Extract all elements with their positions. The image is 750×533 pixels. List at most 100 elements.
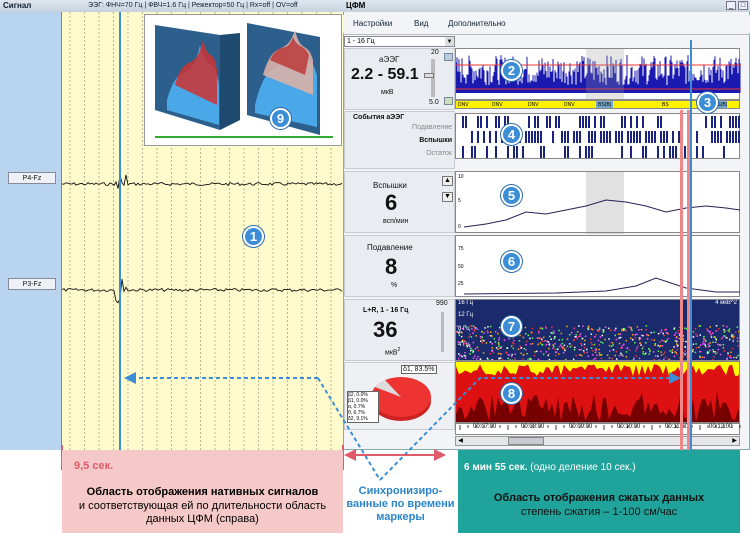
power-panel: L+R, 1 - 16 Гц 36 мкВ2 990 bbox=[344, 299, 455, 361]
scroll-thumb[interactable] bbox=[508, 437, 544, 445]
channel-p4-fz-button[interactable]: P4-Fz bbox=[8, 172, 56, 184]
events-row-bursts: Вспышки bbox=[419, 137, 452, 144]
suppression-panel: Подавление 8 % bbox=[344, 235, 455, 297]
compressed-area-caption: 6 мин 55 сек. (одно деление 10 сек.) Обл… bbox=[458, 450, 740, 533]
chevron-up-icon[interactable]: ▲ bbox=[442, 176, 453, 186]
bursts-panel: Вспышки 6 всп/мин ▲ ▼ bbox=[344, 171, 455, 233]
signal-filter-info: ЭЭГ: ФНЧ=70 Гц | ФВЧ=1.6 Гц | Режектор=5… bbox=[88, 2, 298, 9]
compressed-duration: 6 мин 55 сек. (одно деление 10 сек.) bbox=[464, 462, 636, 473]
badge-9: 9 bbox=[270, 108, 291, 129]
aeeg-label: аЭЭГ bbox=[379, 55, 400, 64]
freq-range-select[interactable]: 1 - 16 Гц ▼ bbox=[344, 36, 455, 47]
menu-divider bbox=[343, 34, 750, 35]
spectrum-label: 8 Гц bbox=[458, 326, 470, 332]
power-scale-slider[interactable] bbox=[441, 312, 444, 352]
power-value: 36 bbox=[373, 317, 398, 342]
aeeg-panel-menu-icon[interactable] bbox=[444, 53, 453, 61]
events-title: События аЭЭГ bbox=[353, 114, 405, 121]
band-pie-chart bbox=[371, 377, 431, 421]
aeeg-zoom-icon[interactable] bbox=[444, 97, 453, 105]
channel-p3-fz-button[interactable]: P3-Fz bbox=[8, 278, 56, 290]
bursts-label: Вспышки bbox=[373, 181, 407, 190]
cfm-titlebar: ЦФМ _ □ bbox=[343, 0, 750, 12]
time-marker-red-right bbox=[687, 110, 690, 465]
time-axis bbox=[455, 423, 741, 435]
native-area-caption: 9,5 сек. Область отображения нативных си… bbox=[62, 450, 343, 533]
native-caption-text: и соответствующая ей по длительности обл… bbox=[78, 500, 327, 525]
chevron-down-icon: ▼ bbox=[445, 37, 454, 46]
signal-title: Сигнал bbox=[3, 1, 32, 10]
cfm-menubar: Настройки Вид Дополнительно bbox=[343, 15, 750, 33]
pie-label-alpha: α, 0.7% bbox=[348, 404, 366, 410]
signal-titlebar: Сигнал ЭЭГ: ФНЧ=70 Гц | ФВЧ=1.6 Гц | Реж… bbox=[0, 0, 343, 12]
power-label: L+R, 1 - 16 Гц bbox=[363, 307, 409, 314]
time-marker-cfm[interactable] bbox=[690, 40, 692, 465]
aeeg-classification-strip: DNV DNV DNV DNV BS(B) BS BS(B) bbox=[455, 100, 740, 109]
aeeg-scale-top: 20 bbox=[431, 49, 439, 56]
channel-label-column: P4-Fz P3-Fz bbox=[0, 12, 62, 450]
strip-label: DNV bbox=[528, 102, 539, 108]
badge-7: 7 bbox=[501, 316, 522, 337]
time-tick-label: 00:09:00 bbox=[569, 424, 593, 430]
time-tick-label: 00:11:00 bbox=[665, 424, 688, 430]
strip-label: BS bbox=[662, 102, 669, 108]
3d-spectrum-inset bbox=[144, 14, 342, 146]
spectrum-label: 16 Гц bbox=[458, 300, 474, 306]
maximize-button[interactable]: □ bbox=[738, 1, 748, 10]
suppression-unit: % bbox=[391, 282, 398, 289]
badge-3: 3 bbox=[697, 92, 718, 113]
strip-label: DNV bbox=[458, 102, 469, 108]
pie-label-theta: θ, 6.7% bbox=[348, 410, 365, 416]
strip-label: DNV bbox=[492, 102, 503, 108]
aeeg-scale-slider[interactable] bbox=[431, 59, 435, 97]
aeeg-events-panel: События аЭЭГ Подавление Вспышки Остаток bbox=[344, 111, 455, 169]
pie-label-beta1: β1, 0.0% bbox=[348, 398, 368, 404]
minimize-button[interactable]: _ bbox=[726, 1, 736, 10]
pie-label-beta2: β2, 0.0% bbox=[348, 392, 368, 398]
native-caption-title: Область отображения нативных сигналов bbox=[86, 486, 319, 498]
scroll-right-icon[interactable]: ▶ bbox=[732, 438, 737, 444]
aeeg-scale-bottom: 5.0 bbox=[429, 99, 439, 106]
scroll-left-icon[interactable]: ◀ bbox=[458, 438, 463, 444]
chevron-down-icon[interactable]: ▼ bbox=[442, 192, 453, 202]
power-unit: мкВ2 bbox=[385, 347, 401, 357]
strip-label: DNV bbox=[564, 102, 575, 108]
badge-2: 2 bbox=[501, 60, 522, 81]
bursts-unit: всп/мин bbox=[383, 218, 409, 225]
native-duration: 9,5 сек. bbox=[74, 460, 114, 472]
suppression-tick: 25 bbox=[458, 281, 464, 287]
spectrum-label: 12 Гц bbox=[458, 312, 474, 318]
aeeg-slider-handle[interactable] bbox=[424, 73, 434, 78]
horizontal-scrollbar[interactable]: ◀ ▶ bbox=[455, 436, 740, 446]
time-tick-label: 00:10:00 bbox=[617, 424, 641, 430]
spectrum-unit: 4 мкВ^2 bbox=[715, 300, 737, 306]
menu-additional[interactable]: Дополнительно bbox=[448, 19, 506, 28]
spectrum-label: 4 Гц bbox=[458, 342, 470, 348]
menu-view[interactable]: Вид bbox=[414, 19, 429, 28]
time-tick-label: 00:08:00 bbox=[521, 424, 545, 430]
badge-4: 4 bbox=[501, 124, 522, 145]
freq-range-value: 1 - 16 Гц bbox=[347, 38, 375, 45]
pie-small-legend: β2, 0.0% β1, 0.0% α, 0.7% θ, 6.7% δ2, 9.… bbox=[347, 391, 379, 423]
time-tick-label: 00:07:00 bbox=[473, 424, 497, 430]
time-marker-red-left bbox=[680, 110, 683, 465]
compressed-caption-text: степень сжатия – 1-100 см/час bbox=[520, 506, 678, 518]
badge-8: 8 bbox=[501, 383, 522, 404]
suppression-value: 8 bbox=[385, 254, 398, 279]
events-row-suppression: Подавление bbox=[412, 124, 452, 131]
aeeg-unit: мкВ bbox=[381, 89, 394, 96]
suppression-tick: 75 bbox=[458, 246, 464, 252]
badge-5: 5 bbox=[501, 185, 522, 206]
suppression-label: Подавление bbox=[367, 243, 413, 252]
aeeg-trend-graph[interactable] bbox=[455, 48, 741, 101]
events-row-remainder: Остаток bbox=[426, 150, 452, 157]
sync-markers-caption: Синхронизиро-ванные по времени маркеры bbox=[346, 485, 455, 523]
bursts-tick: 0 bbox=[458, 224, 461, 230]
compressed-caption-title: Область отображения сжатых данных bbox=[493, 492, 705, 504]
p3-fz-trace bbox=[62, 278, 343, 304]
menu-settings[interactable]: Настройки bbox=[353, 19, 393, 28]
time-tick-label: 00:12:00 bbox=[709, 424, 733, 430]
pie-label-delta2: δ2, 9.1% bbox=[348, 416, 368, 422]
cfm-title: ЦФМ bbox=[346, 1, 366, 10]
